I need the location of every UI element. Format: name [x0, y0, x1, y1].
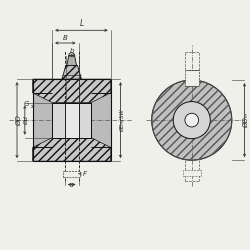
Text: b: b: [70, 48, 74, 54]
Text: Ød: Ød: [24, 116, 29, 124]
Circle shape: [152, 80, 232, 160]
Polygon shape: [67, 56, 76, 66]
Polygon shape: [33, 138, 111, 161]
Text: ØDₘ: ØDₘ: [244, 112, 250, 128]
Text: s: s: [70, 182, 73, 188]
Polygon shape: [33, 79, 111, 102]
Text: G: G: [23, 102, 29, 107]
Polygon shape: [62, 66, 82, 79]
Bar: [65, 66, 78, 79]
Bar: [187, 70, 198, 86]
Bar: [33, 79, 111, 161]
Text: ØDₘ/SW: ØDₘ/SW: [120, 109, 125, 132]
Bar: [65, 102, 78, 138]
Text: ØD: ØD: [16, 115, 22, 126]
Text: L: L: [79, 19, 84, 28]
Bar: [63, 171, 80, 177]
Circle shape: [173, 102, 210, 139]
Circle shape: [185, 113, 198, 127]
Bar: [52, 102, 91, 138]
Bar: [185, 70, 198, 86]
Text: B: B: [63, 35, 68, 41]
Text: F: F: [82, 171, 86, 177]
Bar: [183, 170, 200, 176]
